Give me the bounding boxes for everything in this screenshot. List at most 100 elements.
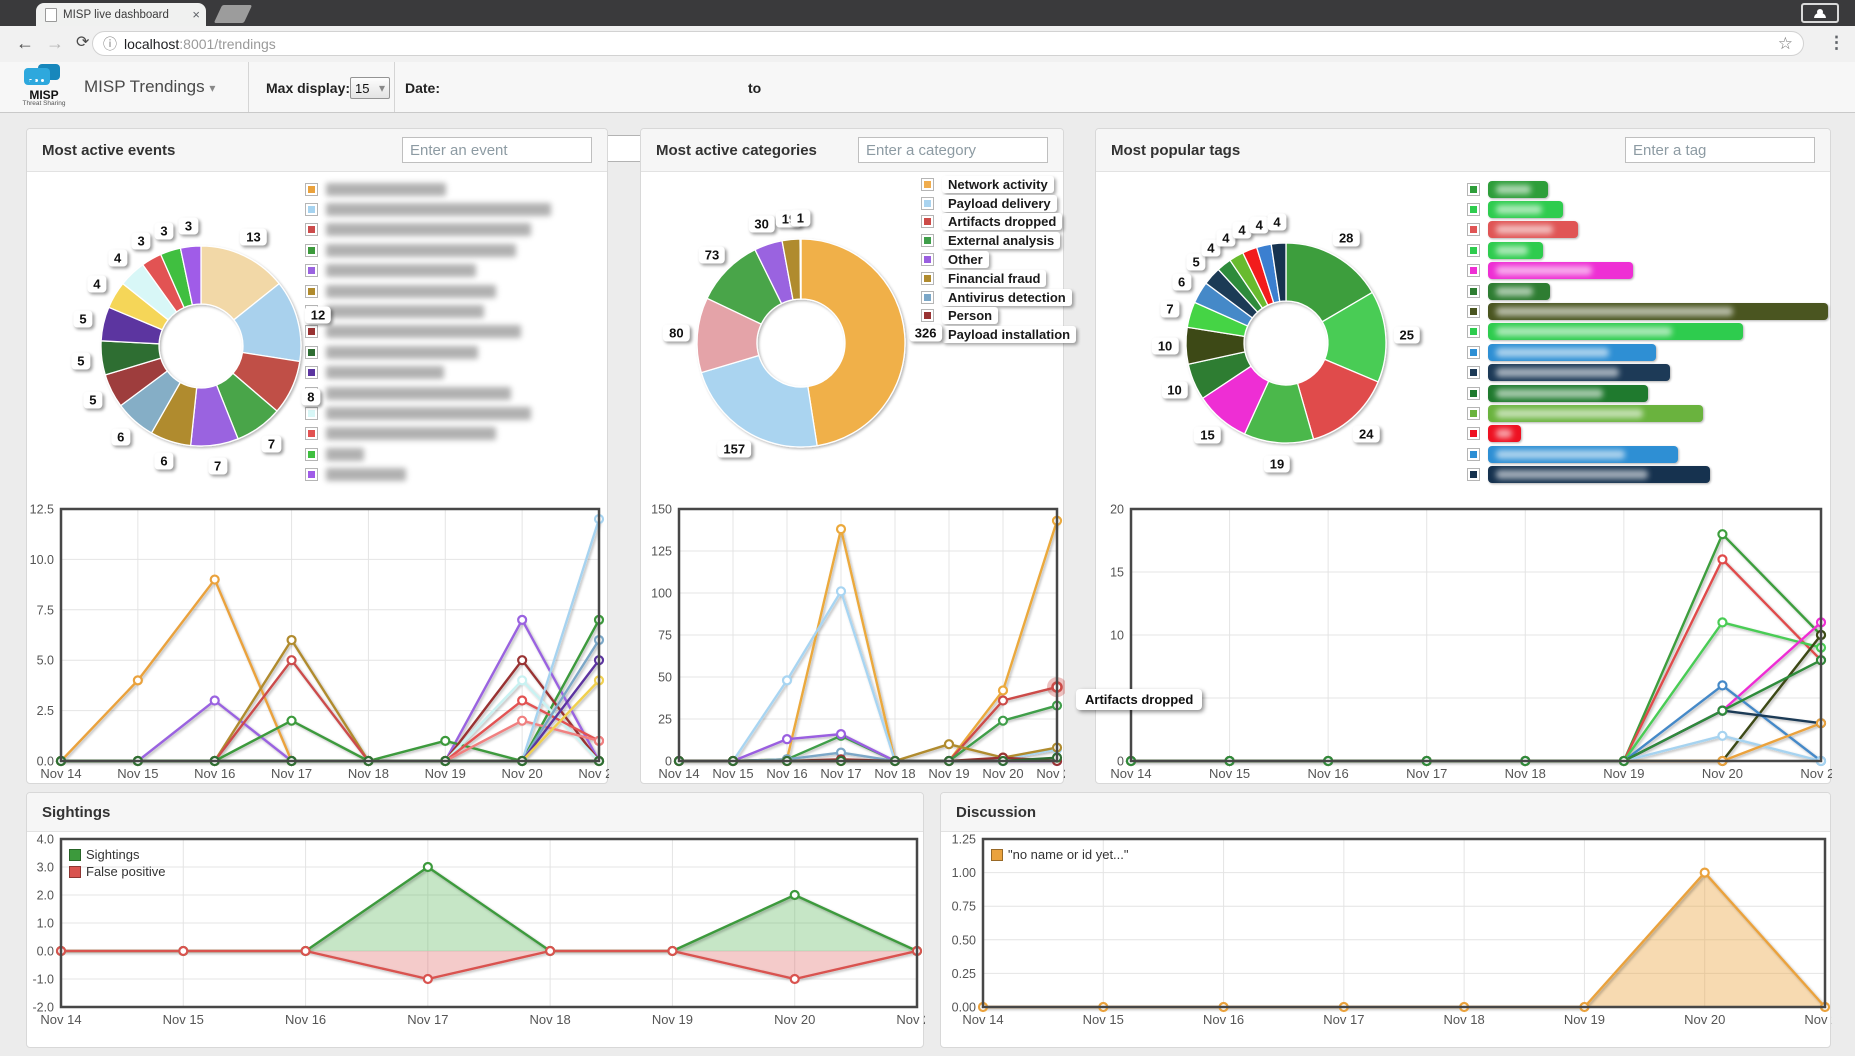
category-legend-item[interactable]: Financial fraud	[921, 269, 1076, 288]
category-legend-item[interactable]: Antivirus detection	[921, 288, 1076, 307]
svg-text:0.0: 0.0	[37, 945, 54, 959]
legend-color-swatch	[69, 848, 81, 861]
event-legend-item[interactable]	[305, 281, 551, 301]
event-legend-item[interactable]	[305, 240, 551, 260]
category-legend-item[interactable]: Network activity	[921, 175, 1076, 194]
svg-text:20: 20	[1110, 503, 1124, 517]
category-legend-item[interactable]: Payload delivery	[921, 194, 1076, 213]
info-icon[interactable]: ⓘ	[103, 35, 117, 52]
profile-button[interactable]	[1801, 3, 1839, 23]
panel-title: Discussion	[956, 803, 1037, 821]
tag-badge	[1488, 241, 1543, 259]
category-search-input[interactable]	[858, 137, 1048, 163]
svg-text:Nov 19: Nov 19	[425, 766, 466, 781]
event-legend-item[interactable]	[305, 301, 551, 321]
legend-item: Sightings	[69, 846, 165, 863]
tag-legend-item[interactable]	[1467, 199, 1828, 219]
browser-tab[interactable]: MISP live dashboard ×	[36, 3, 206, 26]
svg-text:Nov 15: Nov 15	[712, 766, 753, 781]
legend-color-swatch	[305, 366, 318, 380]
tag-legend-item[interactable]	[1467, 179, 1828, 199]
tag-legend-item[interactable]	[1467, 383, 1828, 403]
svg-text:Nov 17: Nov 17	[1323, 1012, 1364, 1027]
event-legend-item[interactable]	[305, 322, 551, 342]
tag-badge	[1488, 364, 1670, 382]
donut-value-label: 4	[1201, 239, 1221, 257]
tag-legend-item[interactable]	[1467, 240, 1828, 260]
event-legend-item[interactable]	[305, 220, 551, 240]
tag-badge	[1488, 282, 1550, 300]
donut-value-label: 4	[108, 249, 128, 267]
legend-color-swatch	[1467, 284, 1480, 298]
tag-legend-item[interactable]	[1467, 281, 1828, 301]
misp-logo[interactable]: MISP Threat Sharing	[14, 64, 74, 107]
event-search-input[interactable]	[402, 137, 592, 163]
events-legend	[305, 179, 551, 485]
tag-legend-item[interactable]	[1467, 261, 1828, 281]
max-display-select[interactable]: 15 ▾	[350, 77, 390, 99]
category-legend-item[interactable]: External analysis	[921, 231, 1076, 250]
panel-header: Most popular tags	[1096, 129, 1830, 172]
donut-value-label: 7	[261, 435, 282, 453]
tag-legend-item[interactable]	[1467, 220, 1828, 240]
svg-text:Nov 17: Nov 17	[407, 1012, 448, 1027]
event-legend-item[interactable]	[305, 383, 551, 403]
tag-legend-item[interactable]	[1467, 444, 1828, 464]
legend-color-swatch	[305, 325, 318, 339]
svg-text:15: 15	[1110, 566, 1124, 580]
tab-close-icon[interactable]: ×	[192, 7, 200, 22]
svg-text:Nov 18: Nov 18	[1444, 1012, 1485, 1027]
tag-legend-item[interactable]	[1467, 322, 1828, 342]
tag-badge	[1488, 180, 1548, 198]
category-legend-item[interactable]: Other	[921, 250, 1076, 269]
event-legend-item[interactable]	[305, 342, 551, 362]
svg-text:Nov 20: Nov 20	[1702, 766, 1743, 781]
svg-text:1.0: 1.0	[37, 917, 54, 931]
tag-legend-item[interactable]	[1467, 342, 1828, 362]
url-bar[interactable]: ⓘ localhost :8001/trendings ☆	[92, 31, 1804, 56]
tag-legend-item[interactable]	[1467, 464, 1828, 484]
donut-value-label: 10	[1161, 381, 1188, 399]
svg-text:Nov 19: Nov 19	[1603, 766, 1644, 781]
tag-legend-item[interactable]	[1467, 424, 1828, 444]
donut-value-label: 1	[790, 209, 811, 227]
back-icon[interactable]: ←	[16, 33, 34, 53]
tag-badge	[1488, 221, 1578, 239]
donut-value-label: 5	[71, 352, 91, 370]
event-legend-item[interactable]	[305, 363, 551, 383]
event-legend-item[interactable]	[305, 403, 551, 423]
svg-text:Nov 19: Nov 19	[652, 1012, 693, 1027]
svg-text:12.5: 12.5	[30, 503, 54, 517]
panel-header: Most active categories	[641, 129, 1063, 172]
tag-badge	[1488, 425, 1521, 443]
category-legend-item[interactable]: Artifacts dropped	[921, 213, 1076, 232]
panel-title: Sightings	[42, 803, 111, 821]
browser-menu-icon[interactable]: ⋮	[1828, 33, 1845, 52]
blurred-event-name	[326, 427, 496, 441]
tag-search-input[interactable]	[1625, 137, 1815, 163]
event-legend-item[interactable]	[305, 424, 551, 444]
svg-text:Nov 19: Nov 19	[928, 766, 969, 781]
tag-badge	[1488, 445, 1678, 463]
event-legend-item[interactable]	[305, 464, 551, 484]
app-title-dropdown[interactable]: MISP Trendings ▾	[84, 77, 216, 96]
legend-color-swatch	[921, 196, 934, 210]
category-legend-item[interactable]: Person	[921, 307, 1076, 326]
tag-legend-item[interactable]	[1467, 363, 1828, 383]
donut-value-label: 25	[1393, 326, 1420, 344]
category-legend-label: Person	[942, 307, 999, 325]
event-legend-item[interactable]	[305, 179, 551, 199]
reload-icon[interactable]: ⟳	[76, 34, 90, 51]
tag-legend-item[interactable]	[1467, 301, 1828, 321]
event-legend-item[interactable]	[305, 444, 551, 464]
forward-icon[interactable]: →	[46, 33, 64, 53]
event-legend-item[interactable]	[305, 261, 551, 281]
tag-legend-item[interactable]	[1467, 403, 1828, 423]
event-legend-item[interactable]	[305, 199, 551, 219]
svg-text:0.25: 0.25	[952, 967, 976, 981]
bookmark-star-icon[interactable]: ☆	[1777, 33, 1793, 53]
panel-title: Most active categories	[656, 141, 817, 159]
new-tab-button[interactable]	[213, 5, 253, 23]
category-legend-item[interactable]: Payload installation	[921, 325, 1077, 344]
tag-badge	[1488, 384, 1648, 402]
